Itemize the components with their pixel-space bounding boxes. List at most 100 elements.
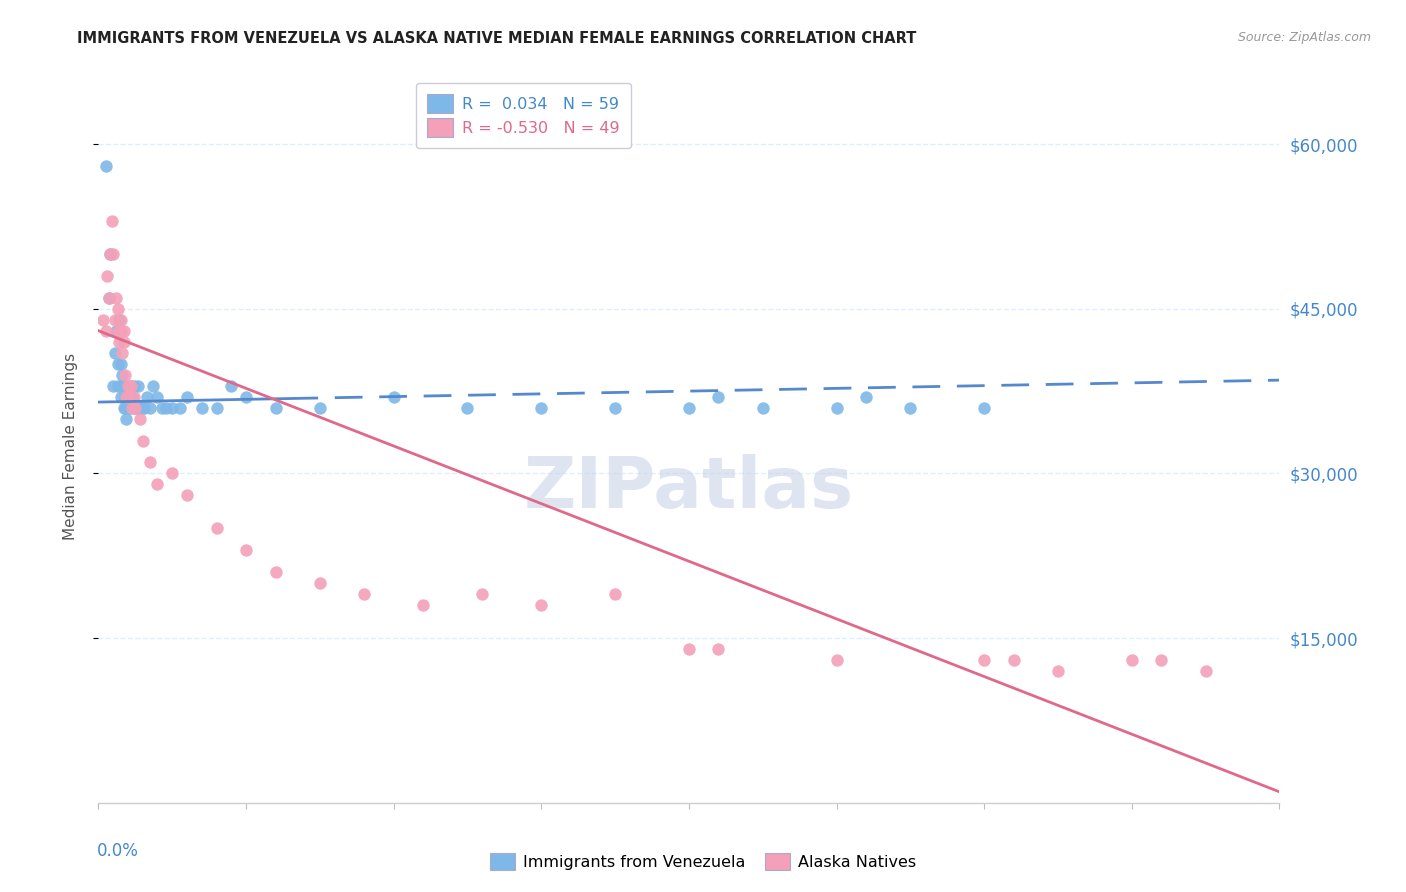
Point xyxy=(150,401,173,415)
Point xyxy=(235,543,257,558)
Text: Source: ZipAtlas.com: Source: ZipAtlas.com xyxy=(1237,31,1371,45)
Point xyxy=(530,598,553,612)
Point xyxy=(752,401,775,415)
Point xyxy=(125,401,148,415)
Point xyxy=(1195,664,1218,678)
Point xyxy=(110,357,132,371)
Point xyxy=(264,401,287,415)
Point xyxy=(105,324,128,338)
Point xyxy=(110,324,132,338)
Point xyxy=(103,378,125,392)
Point xyxy=(100,214,122,228)
Point xyxy=(97,291,120,305)
Point xyxy=(205,521,228,535)
Point xyxy=(128,401,150,415)
Point xyxy=(115,390,138,404)
Point xyxy=(353,587,375,601)
Point xyxy=(678,401,700,415)
Point xyxy=(94,324,117,338)
Point xyxy=(120,378,142,392)
Point xyxy=(678,642,700,657)
Point xyxy=(235,390,257,404)
Point xyxy=(1046,664,1070,678)
Point xyxy=(1121,653,1143,667)
Point xyxy=(124,401,146,415)
Point xyxy=(112,401,135,415)
Point xyxy=(110,390,132,404)
Point xyxy=(112,324,135,338)
Point xyxy=(124,401,146,415)
Point xyxy=(134,401,156,415)
Point xyxy=(162,401,183,415)
Point xyxy=(825,401,848,415)
Point xyxy=(264,566,287,580)
Point xyxy=(122,378,145,392)
Point xyxy=(108,312,131,326)
Point xyxy=(121,401,143,415)
Point xyxy=(98,247,121,261)
Point xyxy=(1150,653,1173,667)
Point xyxy=(104,345,127,359)
Point xyxy=(139,401,162,415)
Point xyxy=(707,642,730,657)
Point xyxy=(111,368,134,382)
Point xyxy=(107,357,129,371)
Point xyxy=(412,598,434,612)
Point xyxy=(169,401,191,415)
Text: 0.0%: 0.0% xyxy=(97,842,139,860)
Point xyxy=(108,334,131,349)
Point xyxy=(146,390,169,404)
Point xyxy=(176,488,198,502)
Point xyxy=(104,312,127,326)
Point xyxy=(117,378,139,392)
Point xyxy=(96,268,118,283)
Point xyxy=(118,390,141,404)
Point xyxy=(205,401,228,415)
Point xyxy=(142,378,165,392)
Text: ZIPatlas: ZIPatlas xyxy=(524,454,853,524)
Point xyxy=(973,401,995,415)
Text: IMMIGRANTS FROM VENEZUELA VS ALASKA NATIVE MEDIAN FEMALE EARNINGS CORRELATION CH: IMMIGRANTS FROM VENEZUELA VS ALASKA NATI… xyxy=(77,31,917,46)
Point xyxy=(115,411,138,425)
Point xyxy=(457,401,479,415)
Point xyxy=(605,401,627,415)
Point xyxy=(530,401,553,415)
Point xyxy=(117,378,139,392)
Point xyxy=(309,401,332,415)
Point xyxy=(114,368,136,382)
Legend: R =  0.034   N = 59, R = -0.530   N = 49: R = 0.034 N = 59, R = -0.530 N = 49 xyxy=(416,83,631,148)
Point xyxy=(707,390,730,404)
Point xyxy=(825,653,848,667)
Point xyxy=(471,587,494,601)
Point xyxy=(132,434,155,448)
Point xyxy=(900,401,922,415)
Point xyxy=(1002,653,1025,667)
Point xyxy=(973,653,995,667)
Point xyxy=(191,401,214,415)
Point xyxy=(176,390,198,404)
Point xyxy=(105,291,128,305)
Point xyxy=(139,455,162,469)
Point xyxy=(112,378,135,392)
Point xyxy=(146,477,169,491)
Point xyxy=(114,401,136,415)
Point xyxy=(309,576,332,591)
Point xyxy=(855,390,877,404)
Point xyxy=(98,247,121,261)
Point xyxy=(107,301,129,316)
Point xyxy=(114,390,136,404)
Point xyxy=(117,401,139,415)
Point xyxy=(221,378,243,392)
Point xyxy=(115,390,138,404)
Point xyxy=(110,312,132,326)
Point xyxy=(605,587,627,601)
Point xyxy=(94,159,117,173)
Point xyxy=(111,345,134,359)
Legend: Immigrants from Venezuela, Alaska Natives: Immigrants from Venezuela, Alaska Native… xyxy=(484,847,922,877)
Point xyxy=(132,401,155,415)
Point xyxy=(382,390,405,404)
Point xyxy=(103,247,125,261)
Point xyxy=(118,390,141,404)
Point xyxy=(97,291,120,305)
Point xyxy=(112,334,135,349)
